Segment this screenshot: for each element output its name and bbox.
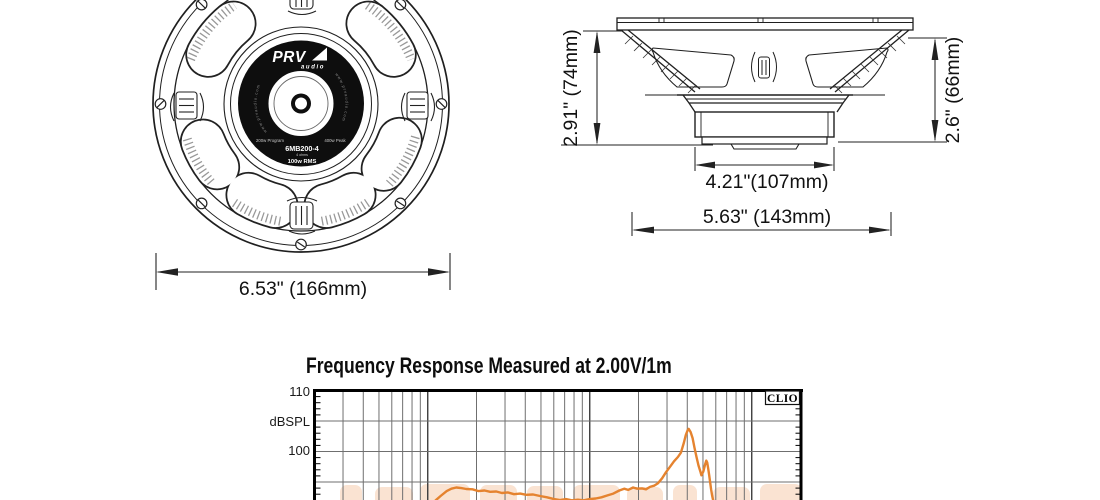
terminal-right — [400, 91, 436, 122]
basket-width-label: 5.63" (143mm) — [703, 206, 831, 228]
label-right-power: 400w Peak — [324, 138, 346, 143]
chart-frame — [313, 389, 803, 500]
spider-stack — [682, 94, 850, 113]
y-tick-100: 100 — [288, 443, 310, 458]
label-rms: 100w RMS — [288, 159, 317, 165]
frequency-response-plot: CLIO — [313, 389, 803, 500]
watermark-blobs — [340, 484, 802, 500]
post-top — [287, 0, 317, 16]
post-bottom — [286, 196, 318, 235]
prv-logo: PRV audio — [272, 47, 327, 71]
y-axis-label: dBSPL — [269, 414, 310, 429]
label-left-power: 200w Program — [256, 138, 284, 143]
front-diameter-label: 6.53" (166mm) — [239, 278, 367, 300]
y-tick-110: 110 — [289, 384, 310, 399]
side-center-terminal — [751, 51, 777, 83]
magnet-width-dimension — [694, 147, 835, 171]
basket-windows — [179, 0, 423, 229]
front-diameter-dimension — [155, 253, 451, 290]
basket-profile — [620, 29, 910, 96]
label-model: 6MB200-4 — [285, 144, 319, 153]
front-view-drawing: PRV audio www.prvaudio.com www.prvaudio.… — [152, 0, 451, 300]
height-dimension-label: 2.91" (74mm) — [560, 29, 582, 146]
depth-dimension-label: 2.6" (66mm) — [942, 37, 964, 144]
prv-logo-triangle-icon — [312, 47, 327, 61]
response-curve — [434, 427, 715, 500]
magnet-width-label: 4.21"(107mm) — [706, 171, 829, 193]
depth-dimension — [838, 37, 947, 143]
basket-width-dimension — [631, 212, 892, 236]
mounting-screws — [154, 0, 448, 251]
label-impedance: 4 ohms — [296, 153, 308, 157]
prv-logo-text: PRV — [272, 49, 307, 66]
side-view-drawing: 2.91" (74mm) 2.6" (66mm) 4.21"(107mm) — [560, 17, 964, 236]
magnet — [694, 111, 835, 138]
terminal-left — [169, 91, 205, 122]
clio-badge: CLIO — [764, 390, 801, 406]
speaker-label: PRV audio www.prvaudio.com www.prvaudio.… — [238, 40, 364, 167]
prv-logo-sub: audio — [301, 65, 325, 71]
side-windows — [651, 47, 889, 88]
basket-hatch — [624, 35, 906, 94]
flange — [616, 17, 914, 31]
height-dimension — [561, 30, 713, 146]
back-plate — [701, 136, 828, 150]
chart-title: Frequency Response Measured at 2.00V/1m — [306, 353, 672, 378]
chart-grid — [314, 390, 802, 500]
clio-badge-text: CLIO — [767, 393, 798, 405]
